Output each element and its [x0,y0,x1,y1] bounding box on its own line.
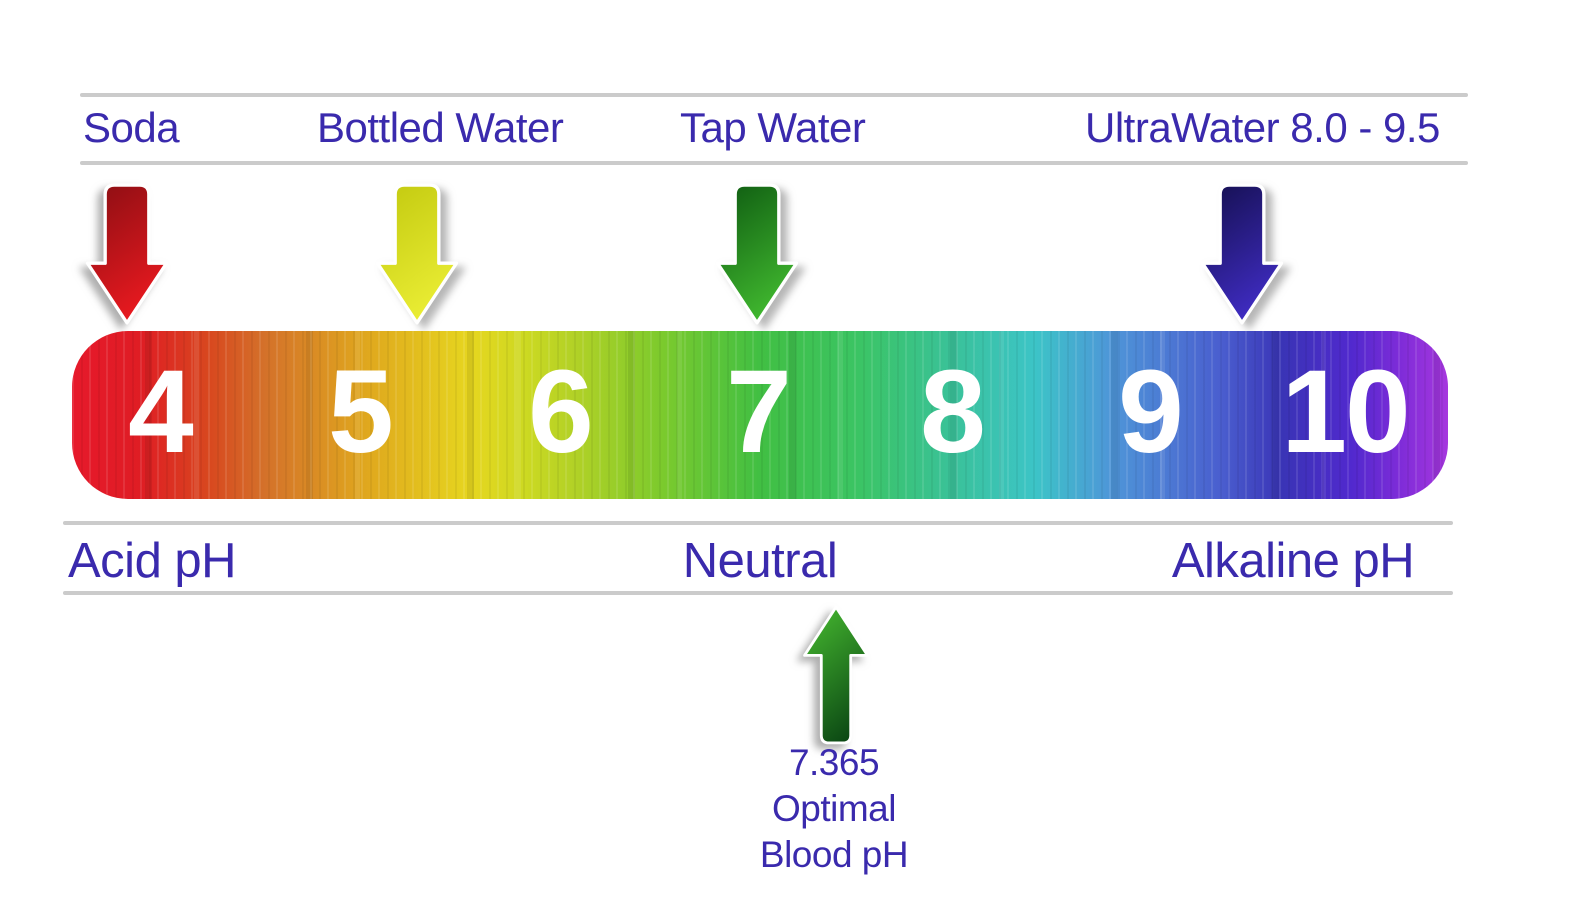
ph-number-8: 8 [920,346,986,478]
blood-ph-arrow-up-icon [803,605,869,745]
blood-ph-label-line2: Blood pH [759,834,909,875]
label-alkaline-ph: Alkaline pH [1171,534,1415,588]
ph-gradient-bar [72,331,1448,499]
tap-water-arrow-shape [715,183,799,325]
label-tap-water: Tap Water [680,104,866,151]
divider-top-lower [80,161,1468,165]
ph-number-5: 5 [328,346,394,478]
blood-ph-arrow-shape [803,605,869,745]
soda-arrow-down-icon [85,183,169,325]
ph-number-7: 7 [726,346,792,478]
label-soda: Soda [83,104,180,151]
tap-water-arrow-down-icon [715,183,799,325]
label-neutral: Neutral [682,534,838,588]
ph-number-9: 9 [1118,346,1184,478]
label-acid-ph: Acid pH [68,534,237,588]
label-ultrawater: UltraWater 8.0 - 9.5 [1085,104,1440,151]
ph-number-6: 6 [528,346,594,478]
blood-ph-value: 7.365 [788,742,880,783]
bottled-water-arrow-shape [375,183,459,325]
blood-ph-annotation: 7.365 Optimal Blood pH [759,740,909,878]
soda-arrow-shape [85,183,169,325]
divider-bottom-upper [63,521,1453,525]
ph-number-4: 4 [128,346,194,478]
blood-ph-label-line1: Optimal [772,788,896,829]
label-bottled-water: Bottled Water [317,104,564,151]
ph-number-10: 10 [1281,346,1410,478]
ultrawater-arrow-down-icon [1200,183,1284,325]
bottled-water-arrow-down-icon [375,183,459,325]
divider-top-upper [80,93,1468,97]
divider-bottom-lower [63,591,1453,595]
ultrawater-arrow-shape [1200,183,1284,325]
